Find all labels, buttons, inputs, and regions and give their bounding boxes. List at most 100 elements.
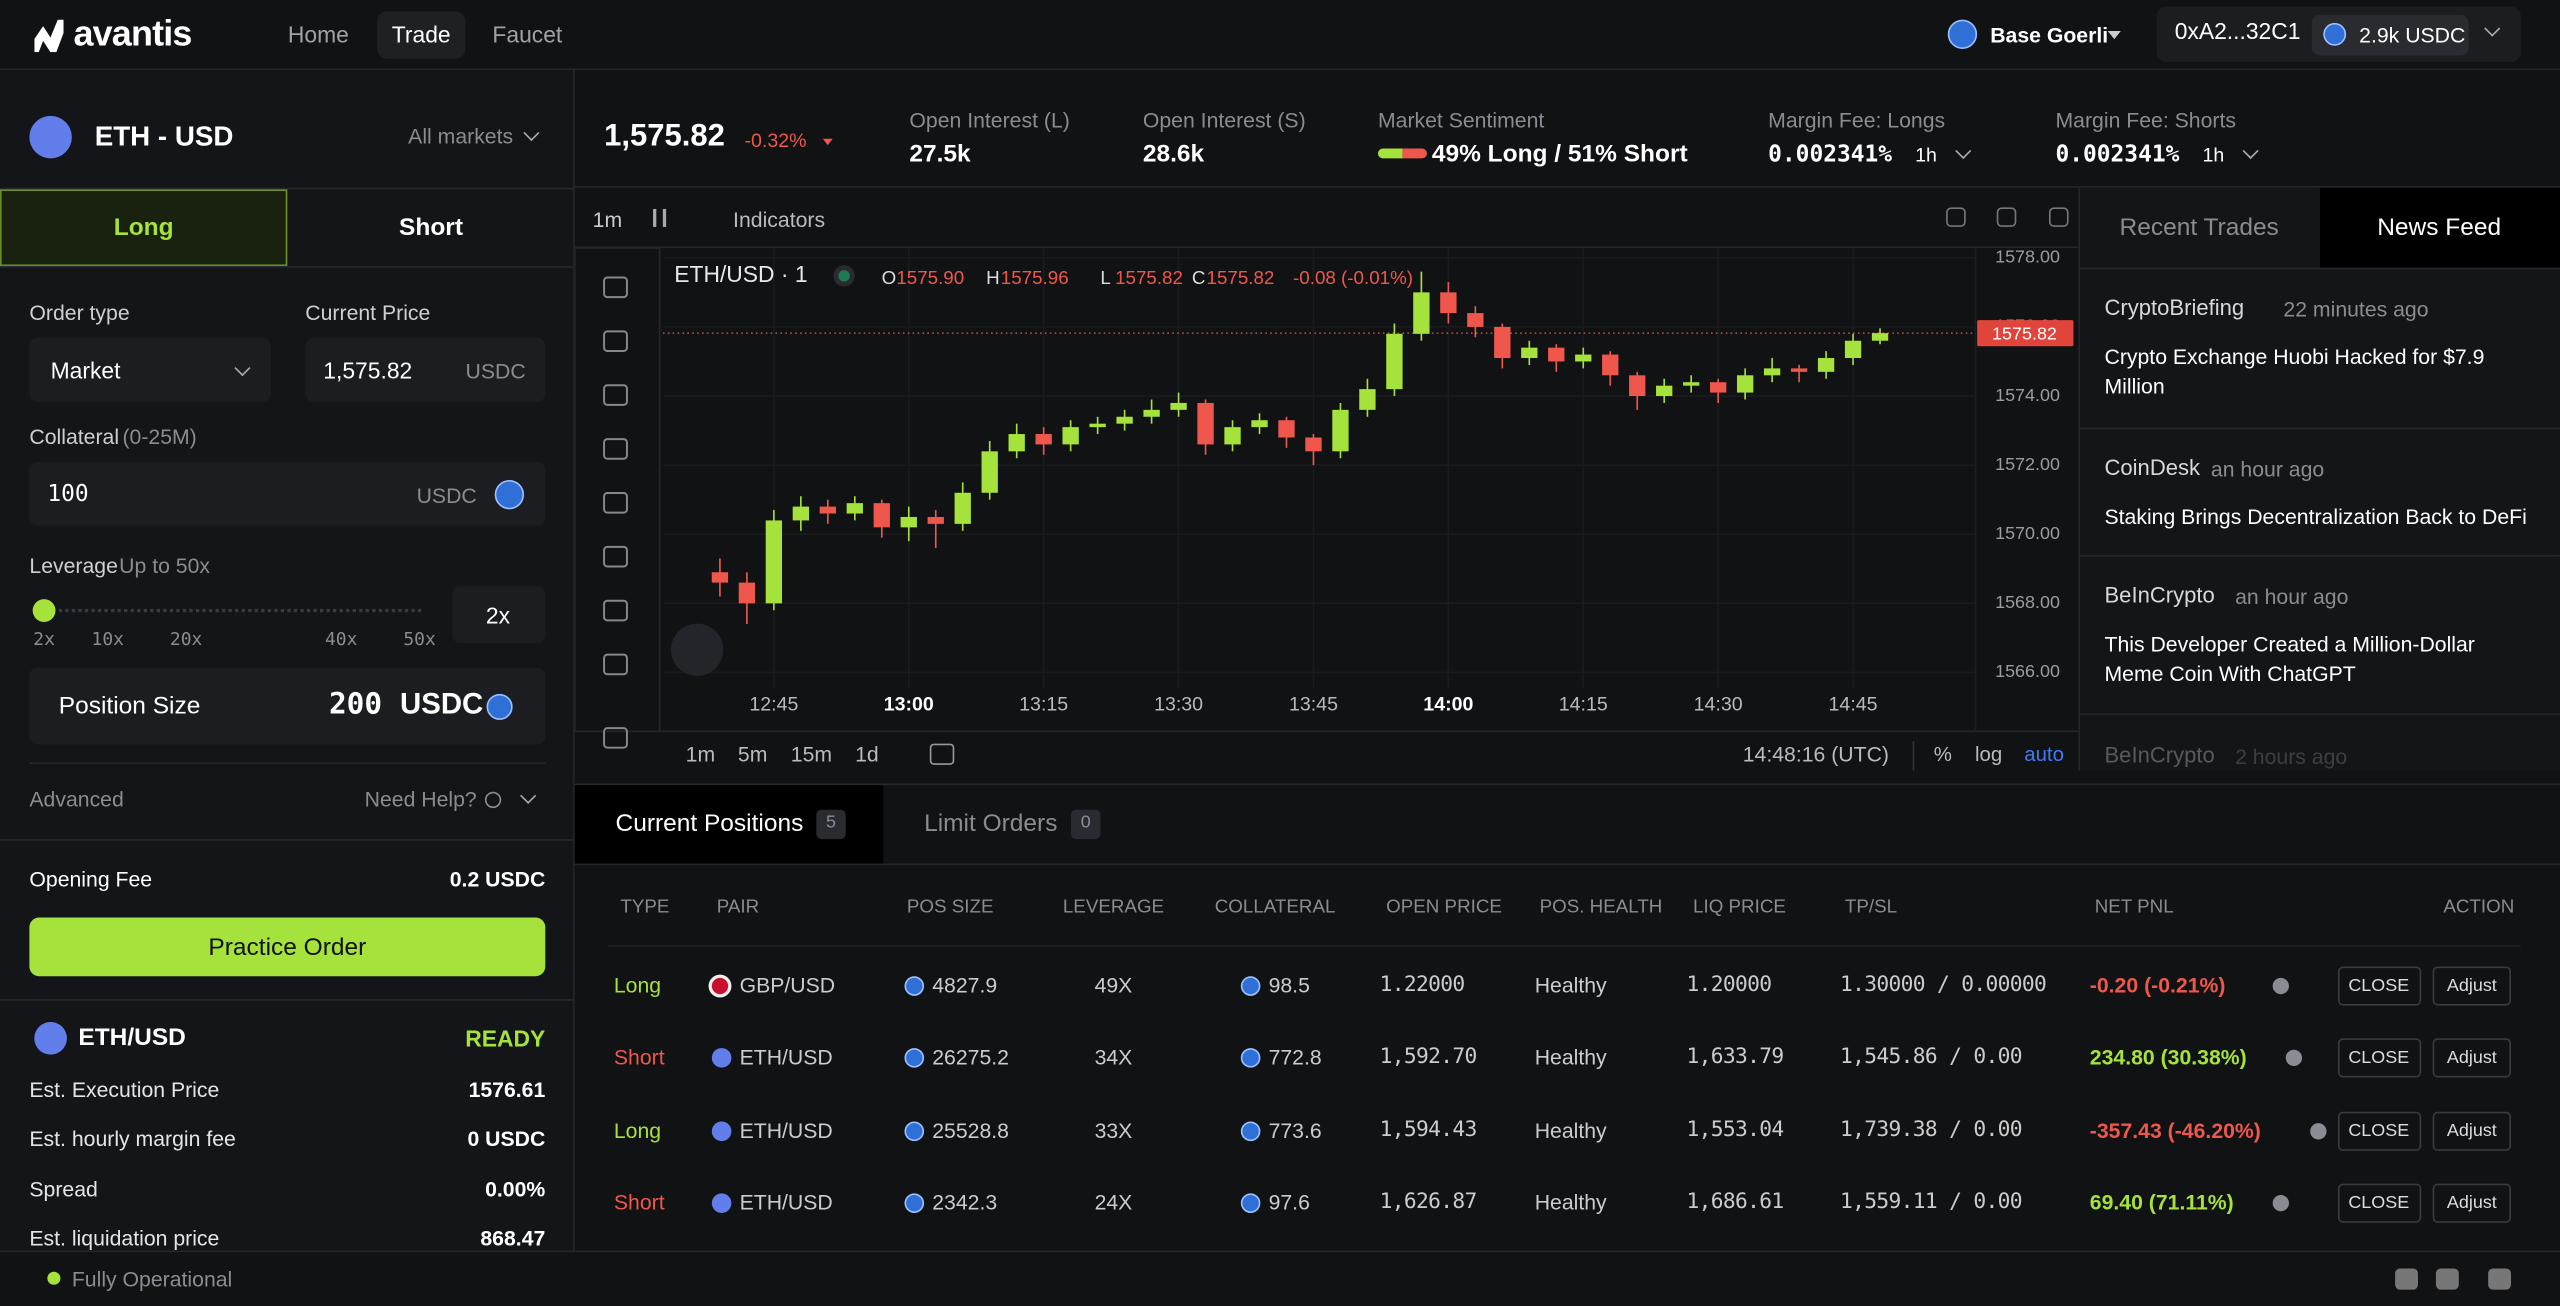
- candle-body: [1871, 333, 1889, 341]
- calendar-icon: [929, 743, 955, 765]
- candle-body: [1521, 347, 1538, 359]
- adjust-label[interactable]: Adjust: [2446, 1048, 2497, 1068]
- adjust-button[interactable]: [2432, 1111, 2512, 1151]
- leverage: 33X: [1094, 1118, 1133, 1143]
- adjust-label[interactable]: Adjust: [2446, 976, 2497, 996]
- liq-price: 1,553.04: [1686, 1118, 1785, 1143]
- candle-body: [819, 506, 836, 514]
- fee-period[interactable]: 1h: [1915, 143, 1937, 167]
- candle-body: [1305, 437, 1322, 452]
- stat-label: Market Sentiment: [1377, 107, 1545, 133]
- detail-value: 1576.61: [468, 1077, 546, 1102]
- collateral-field[interactable]: [29, 461, 546, 526]
- help-link[interactable]: Need Help?: [364, 786, 477, 812]
- social-icon[interactable]: [2488, 1268, 2512, 1290]
- news-title[interactable]: Crypto Exchange Huobi Hacked for $7.9 Mi…: [2104, 344, 2485, 399]
- close-label[interactable]: CLOSE: [2348, 1193, 2410, 1213]
- stat-label: Open Interest (S): [1142, 107, 1306, 133]
- nav-link[interactable]: Trade: [391, 21, 451, 48]
- close-label[interactable]: CLOSE: [2348, 1121, 2410, 1142]
- scale-option[interactable]: auto: [2024, 744, 2064, 766]
- summary-pair: ETH/USD: [78, 1023, 186, 1052]
- x-tick-label: 14:45: [1829, 693, 1878, 715]
- interval[interactable]: 1m: [592, 207, 623, 232]
- close-label[interactable]: CLOSE: [2348, 1048, 2410, 1068]
- close-button[interactable]: [2337, 1038, 2422, 1078]
- long-tab-label[interactable]: Long: [113, 213, 174, 242]
- range-button[interactable]: 15m: [791, 743, 832, 766]
- news-title[interactable]: This Developer Created a Million-Dollar …: [2104, 631, 2475, 686]
- divider: [0, 187, 575, 190]
- positions-tab[interactable]: Current Positions: [615, 809, 804, 838]
- adjust-button[interactable]: [2432, 966, 2512, 1006]
- close-label[interactable]: CLOSE: [2348, 976, 2410, 996]
- candle-body: [1332, 409, 1349, 452]
- fee-period[interactable]: 1h: [2202, 143, 2225, 167]
- range-button[interactable]: 5m: [738, 743, 767, 766]
- candle-body: [1197, 402, 1214, 445]
- candle-body: [846, 503, 863, 514]
- nav-link[interactable]: Home: [287, 21, 349, 48]
- ohlc-value: 1575.90: [896, 267, 964, 288]
- x-tick-label: 13:15: [1019, 693, 1068, 715]
- column-header: OPEN PRICE: [1386, 897, 1502, 918]
- slider-knob[interactable]: [32, 599, 56, 622]
- sentiment-short: [1401, 148, 1427, 159]
- advanced-toggle[interactable]: Advanced: [29, 786, 124, 812]
- adjust-label[interactable]: Adjust: [2446, 1193, 2497, 1213]
- order-type-select[interactable]: [29, 337, 272, 402]
- divider: [0, 266, 575, 268]
- usdc-icon: [904, 1048, 925, 1068]
- close-button[interactable]: [2337, 1183, 2422, 1223]
- range-button[interactable]: 1m: [686, 743, 715, 766]
- liq-price: 1,686.61: [1686, 1190, 1785, 1215]
- adjust-label[interactable]: Adjust: [2446, 1121, 2497, 1142]
- social-icon[interactable]: [2435, 1268, 2459, 1290]
- toolbar-icon[interactable]: [2048, 207, 2069, 227]
- candle-body: [1251, 420, 1268, 428]
- close-button[interactable]: [2337, 1111, 2422, 1151]
- adjust-button[interactable]: [2432, 1038, 2512, 1078]
- leverage-mark: 2x: [33, 628, 55, 650]
- scale-option[interactable]: log: [1975, 744, 2002, 766]
- divider: [29, 762, 546, 765]
- info-icon: [2310, 1123, 2327, 1140]
- nav-link[interactable]: Faucet: [492, 21, 563, 48]
- market-selector[interactable]: All markets: [408, 124, 514, 149]
- pos-size: 4827.9: [932, 972, 998, 998]
- divider: [2078, 267, 2560, 270]
- range-button[interactable]: 1d: [855, 743, 879, 766]
- positions-tab[interactable]: Limit Orders: [924, 809, 1058, 838]
- long-tab[interactable]: [0, 189, 288, 267]
- candle-body: [1116, 416, 1133, 424]
- candle-body: [1763, 368, 1781, 376]
- close-button[interactable]: [2337, 966, 2422, 1006]
- tool-column: [574, 248, 661, 733]
- usdc-icon: [1240, 1121, 1261, 1142]
- count: 0: [1080, 812, 1091, 833]
- social-icon[interactable]: [2395, 1268, 2418, 1290]
- candle-body: [1817, 358, 1835, 372]
- divider: [574, 863, 2560, 866]
- network-name[interactable]: Base Goerli: [1990, 22, 2109, 48]
- submit-button[interactable]: [29, 917, 546, 977]
- toolbar-icon[interactable]: [1946, 207, 1966, 227]
- collateral: 100: [47, 481, 89, 508]
- adjust-button[interactable]: [2432, 1183, 2512, 1223]
- column-header: LEVERAGE: [1062, 897, 1165, 918]
- position-size: 200: [328, 687, 383, 722]
- sentiment-text: 49% Long / 51% Short: [1431, 140, 1688, 169]
- scale-option[interactable]: %: [1934, 744, 1952, 766]
- indicators[interactable]: Indicators: [733, 207, 826, 232]
- news-tab[interactable]: Recent Trades: [2119, 213, 2279, 242]
- news-tab[interactable]: News Feed: [2377, 213, 2502, 242]
- leverage-box[interactable]: [452, 586, 546, 644]
- submit-label[interactable]: Practice Order: [208, 933, 367, 962]
- news-title[interactable]: Staking Brings Decentralization Back to …: [2104, 504, 2527, 529]
- stat-label: Open Interest (L): [909, 107, 1070, 133]
- fee-value: 0.002341%: [2055, 142, 2180, 169]
- x-tick-label: 12:45: [749, 693, 798, 715]
- toolbar-icon[interactable]: [1996, 207, 2017, 227]
- short-tab-label[interactable]: Short: [399, 213, 463, 242]
- leverage: 24X: [1094, 1190, 1133, 1215]
